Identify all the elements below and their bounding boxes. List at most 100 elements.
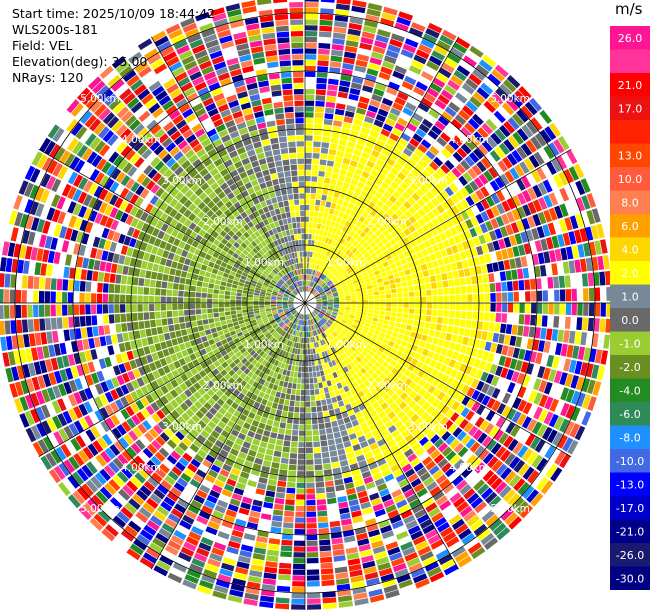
gate-cell	[57, 330, 65, 342]
gate-cell	[328, 72, 340, 80]
gate-cell	[332, 339, 338, 345]
gate-cell	[484, 491, 498, 504]
gate-cell	[319, 19, 333, 26]
gate-cell	[57, 413, 68, 427]
gate-cell	[267, 287, 274, 291]
gate-cell	[333, 306, 339, 309]
gate-cell	[393, 272, 400, 279]
gate-cell	[588, 303, 595, 317]
gate-cell	[344, 110, 355, 118]
gate-cell	[341, 411, 349, 418]
gate-cell	[411, 325, 418, 333]
gate-cell	[548, 290, 554, 302]
gate-cell	[226, 546, 239, 555]
gate-cell	[372, 245, 380, 252]
gate-cell	[317, 504, 327, 511]
gate-cell	[428, 55, 443, 66]
gate-cell	[335, 413, 343, 420]
gate-cell	[475, 64, 490, 77]
gate-cell	[509, 258, 517, 269]
gate-cell	[250, 444, 259, 452]
gate-cell	[313, 342, 317, 348]
gate-cell	[481, 395, 491, 406]
gate-cell	[159, 358, 168, 367]
gate-cell	[517, 399, 527, 412]
gate-cell	[2, 241, 10, 256]
gate-cell	[397, 410, 406, 420]
gate-cell	[403, 347, 411, 355]
gate-cell	[405, 274, 413, 281]
gate-cell	[350, 292, 356, 296]
gate-cell	[120, 245, 129, 255]
gate-cell	[276, 486, 286, 493]
gate-cell	[332, 167, 340, 174]
gate-cell	[503, 334, 511, 345]
gate-cell	[492, 163, 503, 176]
gate-cell	[489, 363, 498, 375]
gate-cell	[517, 386, 527, 398]
gate-cell	[434, 120, 446, 131]
gate-cell	[297, 337, 300, 343]
gate-cell	[451, 400, 461, 411]
gate-cell	[244, 360, 251, 368]
gate-cell	[193, 439, 203, 448]
gate-cell	[364, 571, 379, 580]
gate-cell	[175, 557, 190, 568]
gate-cell	[467, 542, 482, 555]
gate-cell	[332, 126, 341, 133]
gate-cell	[346, 321, 353, 327]
gate-cell	[498, 333, 505, 344]
gate-cell	[94, 396, 104, 409]
gate-cell	[226, 358, 233, 365]
gate-cell	[346, 34, 360, 42]
gate-cell	[416, 407, 426, 417]
gate-cell	[249, 510, 261, 518]
gate-cell	[63, 459, 76, 474]
gate-cell	[99, 407, 110, 419]
gate-cell	[341, 270, 347, 276]
gate-cell	[531, 421, 543, 435]
gate-cell	[228, 377, 236, 385]
gate-cell	[501, 405, 512, 418]
gate-cell	[571, 303, 577, 316]
gate-cell	[482, 469, 495, 482]
gate-cell	[327, 154, 336, 161]
gate-cell	[504, 453, 516, 466]
gate-cell	[349, 230, 356, 237]
gate-cell	[264, 454, 273, 462]
gate-cell	[496, 390, 506, 402]
gate-cell	[385, 311, 391, 316]
gate-cell	[85, 281, 92, 292]
gate-cell	[175, 376, 184, 385]
gate-cell	[334, 222, 340, 229]
gate-cell	[378, 217, 386, 225]
gate-cell	[349, 160, 358, 168]
gate-cell	[299, 430, 305, 436]
gate-cell	[415, 297, 421, 303]
gate-cell	[496, 403, 506, 415]
gate-cell	[205, 454, 216, 464]
gate-cell	[490, 303, 496, 312]
gate-cell	[326, 160, 334, 167]
gate-cell	[385, 199, 394, 208]
gate-cell	[397, 333, 404, 340]
gate-cell	[162, 250, 170, 259]
gate-cell	[276, 298, 283, 301]
gate-cell	[305, 193, 310, 199]
gate-cell	[381, 415, 390, 424]
gate-cell	[33, 361, 42, 375]
gate-cell	[182, 452, 193, 463]
gate-cell	[109, 519, 123, 533]
gate-cell	[368, 303, 374, 307]
gate-cell	[410, 358, 419, 366]
gate-cell	[316, 71, 328, 78]
gate-cell	[245, 485, 256, 493]
gate-cell	[434, 99, 447, 110]
gate-cell	[362, 560, 376, 569]
gate-cell	[345, 242, 352, 249]
gate-cell	[453, 496, 466, 508]
gate-cell	[271, 322, 277, 327]
gate-cell	[290, 316, 294, 321]
gate-cell	[349, 504, 361, 512]
